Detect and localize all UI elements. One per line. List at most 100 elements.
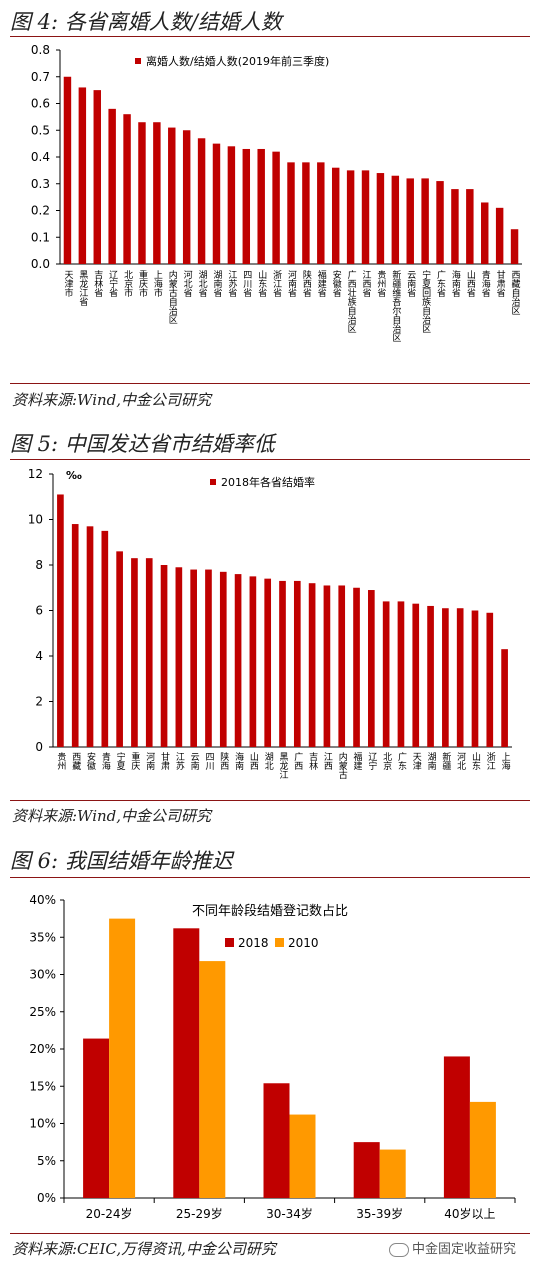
bar: [212, 143, 221, 264]
bar: [331, 167, 340, 264]
x-tick-label: 内蒙古: [337, 751, 348, 780]
bar: [317, 162, 325, 264]
bar: [227, 146, 236, 264]
figure-5-source: 资料来源:Wind,中金公司研究: [12, 807, 212, 825]
figure-6-chart: 0% 5% 10% 15% 20% 25% 30% 35% 40% 20-24岁 25-29岁 30-…: [29, 893, 516, 1221]
x-tick-label: 重庆市: [137, 269, 148, 298]
bar: [391, 175, 400, 264]
figure-6-source-rule: [10, 1233, 530, 1234]
bar: [353, 587, 360, 747]
bar: [368, 590, 375, 747]
y-tick-label: 20%: [29, 1042, 56, 1056]
bar: [451, 189, 459, 264]
x-tick-label: 25-29岁: [176, 1206, 223, 1221]
figure-4-source-rule: [10, 383, 530, 384]
bar: [406, 178, 414, 264]
bar-2010: [109, 918, 136, 1198]
bar: [323, 585, 331, 747]
x-tick-label: 江西: [322, 752, 333, 771]
x-tick-label: 青海: [100, 751, 111, 771]
x-tick-label: 辽宁: [366, 752, 377, 770]
bar: [481, 202, 489, 264]
bar: [436, 181, 444, 264]
bar: [57, 494, 64, 747]
y-tick-label: 0.0: [31, 257, 50, 271]
y-tick-label: 0.2: [31, 204, 50, 218]
y-tick-label: 4: [35, 649, 43, 663]
bar: [308, 583, 316, 747]
watermark-text: 中金固定收益研究: [411, 1242, 516, 1257]
bar: [108, 108, 116, 264]
y-tick-label: 2: [35, 695, 43, 709]
x-tick-label: 甘肃: [159, 751, 170, 771]
legend-label-2018: 2018: [238, 936, 269, 950]
x-tick-label: 湖南省: [211, 270, 222, 298]
bar: [421, 178, 429, 264]
y-tick-label: 15%: [29, 1079, 56, 1093]
bar-2018: [263, 1083, 290, 1198]
x-tick-label: 福建省: [316, 269, 327, 298]
bar: [346, 170, 355, 264]
x-tick-label: 吉林省: [92, 270, 103, 298]
x-tick-label: 湖北: [263, 752, 274, 771]
bar: [219, 571, 227, 747]
legend-swatch-2018: [225, 938, 234, 947]
bar: [302, 162, 310, 264]
x-tick-label: 四川: [203, 752, 214, 770]
bar: [427, 605, 434, 747]
x-tick-label: 山东省: [256, 270, 267, 298]
x-tick-label: 上海: [500, 752, 511, 771]
bar: [397, 601, 405, 747]
x-tick-label: 宁夏回族自治区: [420, 269, 431, 333]
y-tick-label: 10%: [29, 1117, 56, 1131]
bar-2018: [83, 1038, 110, 1198]
watermark: 中金固定收益研究: [388, 1238, 516, 1257]
figure-5-source-rule: [10, 800, 530, 801]
x-tick-label: 广西壮族自治区: [346, 269, 357, 333]
x-tick-label: 新疆维吾尔自治区: [390, 269, 401, 342]
figure-4-title: 图 4: 各省离婚人数/结婚人数: [10, 10, 282, 34]
bar: [279, 580, 286, 747]
x-tick-label: 浙江省: [271, 269, 282, 298]
bar: [86, 526, 94, 747]
bar: [123, 114, 131, 264]
legend-label: 离婚人数/结婚人数(2019年前三季度): [146, 54, 329, 68]
x-tick-label: 贵州: [55, 751, 66, 770]
wechat-icon: [388, 1242, 409, 1257]
y-tick-label: 0.3: [31, 177, 50, 191]
x-tick-label: 吉林: [307, 752, 318, 771]
x-tick-label: 四川省: [241, 270, 252, 298]
bar: [471, 610, 479, 747]
x-tick-label: 海南省: [450, 269, 461, 298]
bar: [205, 569, 212, 747]
x-tick-label: 内蒙古自治区: [167, 269, 178, 324]
bar: [116, 551, 123, 747]
y-tick-label: 40%: [29, 893, 56, 907]
x-tick-label: 河北: [455, 751, 466, 771]
bar: [145, 558, 153, 747]
bar: [242, 148, 251, 264]
legend-swatch-2010: [275, 938, 284, 947]
x-tick-label: 黑龙江: [278, 752, 289, 780]
figure-4-source: 资料来源:Wind,中金公司研究: [12, 391, 212, 409]
x-tick-label: 陕西: [218, 751, 229, 771]
x-tick-label: 浙江: [485, 751, 496, 771]
x-tick-label: 辽宁省: [107, 270, 118, 298]
bar: [71, 524, 79, 747]
bar: [382, 601, 390, 747]
x-tick-label: 山西省: [465, 270, 476, 298]
x-tick-label: 山西: [248, 752, 258, 771]
unit-label: ‰: [66, 469, 82, 482]
x-tick-label: 河南: [144, 751, 155, 770]
bar: [168, 127, 176, 264]
bar: [412, 603, 420, 747]
bar: [63, 76, 72, 264]
bar: [272, 151, 280, 264]
figure-6-title: 图 6: 我国结婚年龄推迟: [10, 849, 233, 873]
bar: [190, 569, 197, 747]
figure-5-title-rule: [10, 459, 530, 460]
x-tick-label: 青海省: [480, 269, 491, 298]
bar: [249, 576, 257, 747]
x-tick-label: 广西: [292, 751, 303, 771]
bar: [456, 608, 464, 747]
